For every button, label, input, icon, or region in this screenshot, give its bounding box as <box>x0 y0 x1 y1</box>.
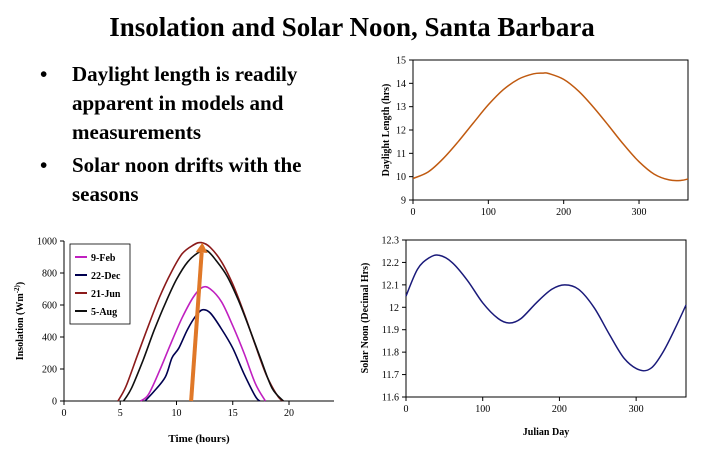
y-tick-label: 200 <box>42 365 57 376</box>
plot-frame <box>412 59 689 201</box>
y-axis-label: Insolation (Wm-2)) <box>13 282 26 360</box>
x-tick-label: 0 <box>411 207 416 218</box>
bullet-daylight: Daylight length is readily apparent in m… <box>40 60 360 147</box>
y-axis-label: Solar Noon (Decimal Hrs) <box>360 263 371 374</box>
x-tick-label: 5 <box>118 408 123 419</box>
y-tick-label: 600 <box>42 301 57 312</box>
y-tick-label: 12.3 <box>382 236 400 247</box>
x-tick-label: 15 <box>228 408 238 419</box>
x-axis-label: Julian Day <box>523 427 569 438</box>
legend-label: 5-Aug <box>91 307 117 318</box>
daylight-length-chart: 9 10 11 12 13 14 15 0 100 200 300 Daylight Length… <box>381 56 689 218</box>
series-line-9-feb <box>139 285 267 402</box>
solar-noon-chart: 11.6 11.7 11.8 11.9 12 12.1 12.2 12.3 0 100 200 30… <box>360 236 687 438</box>
x-tick-label: 100 <box>481 207 496 218</box>
solar-noon-arrowhead <box>195 242 208 253</box>
y-tick-label: 11.8 <box>382 348 399 359</box>
x-tick-label: 200 <box>552 404 567 415</box>
y-tick-label: 9 <box>401 196 406 207</box>
y-tick-label: 14 <box>396 79 406 90</box>
x-tick-label: 300 <box>632 207 647 218</box>
x-axis-label: Time (hours) <box>168 433 230 445</box>
x-tick-label: 200 <box>556 207 571 218</box>
solar-noon-series-line <box>405 254 687 372</box>
x-tick-label: 0 <box>404 404 409 415</box>
bullet-list: Daylight length is readily apparent in m… <box>40 60 360 213</box>
x-tick-label: 100 <box>475 404 490 415</box>
y-tick-label: 12.2 <box>382 258 400 269</box>
solar-noon-arrow <box>189 252 204 402</box>
y-tick-label: 0 <box>52 397 57 408</box>
x-tick-label: 0 <box>62 408 67 419</box>
y-tick-label: 15 <box>396 56 406 67</box>
y-tick-label: 11.6 <box>382 393 399 404</box>
x-tick-label: 20 <box>284 408 294 419</box>
y-tick-label: 400 <box>42 333 57 344</box>
y-tick-label: 12.1 <box>382 280 400 291</box>
y-tick-label: 11 <box>396 149 406 160</box>
plot-frame <box>405 239 687 398</box>
daylight-series-line <box>412 72 689 182</box>
y-tick-label: 10 <box>396 172 406 183</box>
legend-label: 21-Jun <box>91 289 121 300</box>
slide-title: Insolation and Solar Noon, Santa Barbara <box>109 12 595 42</box>
legend: 9-Feb 22-Dec 21-Jun 5-Aug <box>69 243 131 325</box>
y-tick-label: 13 <box>396 102 406 113</box>
x-tick-label: 300 <box>629 404 644 415</box>
y-tick-label: 11.7 <box>382 370 399 381</box>
series-line-22-dec <box>144 308 261 402</box>
insolation-chart: 0 200 400 600 800 1000 0 5 10 15 20 Insolation (W… <box>13 237 334 445</box>
legend-label: 22-Dec <box>91 271 121 282</box>
bullet-solar-noon: Solar noon drifts with the seasons <box>40 151 360 209</box>
y-tick-label: 800 <box>42 269 57 280</box>
y-tick-label: 12 <box>389 303 399 314</box>
series-line-5-aug <box>122 249 284 402</box>
legend-label: 9-Feb <box>91 253 116 264</box>
y-tick-label: 12 <box>396 126 406 137</box>
y-tick-label: 1000 <box>37 237 57 248</box>
y-axis-label: Daylight Length (hrs) <box>381 84 392 177</box>
x-tick-label: 10 <box>172 408 182 419</box>
y-tick-label: 11.9 <box>382 325 399 336</box>
